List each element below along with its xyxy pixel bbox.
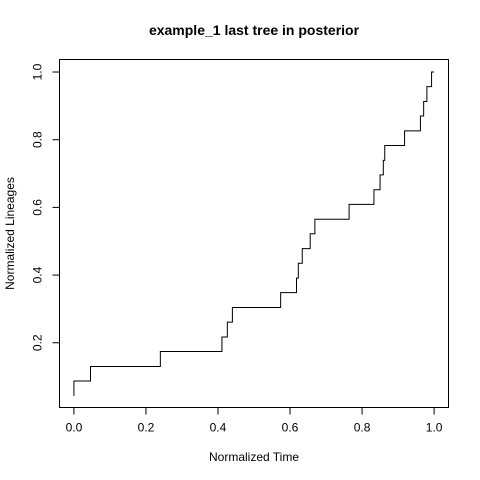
x-tick-label: 0.2 [138, 421, 155, 435]
y-axis: 0.2 0.4 0.6 0.8 1.0 [31, 63, 60, 351]
chart-title: example_1 last tree in posterior [149, 22, 360, 38]
x-axis-label: Normalized Time [209, 450, 299, 464]
y-tick-label: 0.8 [31, 131, 45, 148]
y-tick-label: 0.4 [31, 266, 45, 283]
x-tick-label: 0.8 [354, 421, 371, 435]
y-tick-label: 0.6 [31, 199, 45, 216]
x-tick-label: 0.4 [210, 421, 227, 435]
plot-frame [60, 60, 449, 408]
x-tick-label: 0.6 [282, 421, 299, 435]
y-axis-label: Normalized Lineages [3, 177, 17, 290]
x-axis: 0.0 0.2 0.4 0.6 0.8 1.0 [66, 408, 443, 435]
x-tick-label: 0.0 [66, 421, 83, 435]
lineage-step-line [74, 72, 434, 396]
y-tick-label: 0.2 [31, 334, 45, 351]
x-tick-label: 1.0 [426, 421, 443, 435]
y-tick-label: 1.0 [31, 63, 45, 80]
